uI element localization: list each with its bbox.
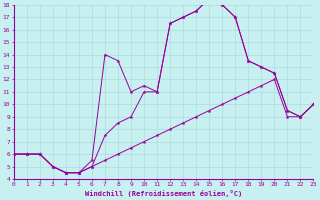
X-axis label: Windchill (Refroidissement éolien,°C): Windchill (Refroidissement éolien,°C) (85, 190, 242, 197)
